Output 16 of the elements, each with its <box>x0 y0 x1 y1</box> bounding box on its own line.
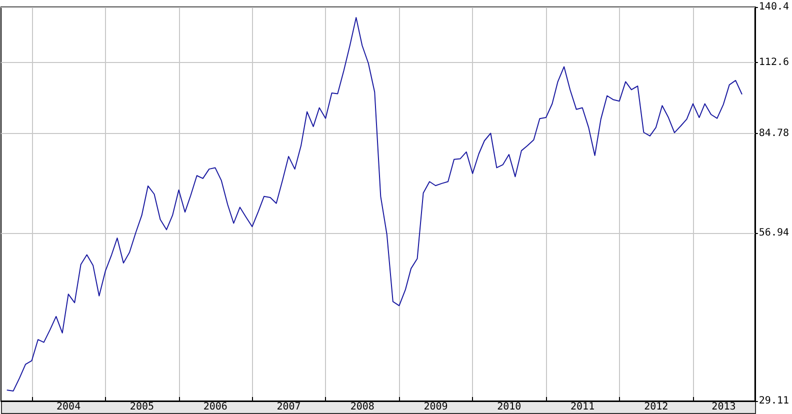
x-tick-label: 2011 <box>570 402 595 412</box>
y-tick-label: 112.6 <box>758 56 790 68</box>
x-tick-label: 2005 <box>130 402 154 412</box>
y-tick-label: 29.11 <box>758 396 790 406</box>
x-tick-label: 2006 <box>203 402 228 412</box>
x-tick-label: 2013 <box>712 402 736 412</box>
x-tick-label: 2007 <box>276 402 301 412</box>
x-tick-label: 2012 <box>644 402 668 412</box>
y-tick-label: 140.4 <box>758 2 790 12</box>
y-tick-label: 84.78 <box>758 128 790 139</box>
x-tick-label: 2010 <box>497 402 522 412</box>
x-tick-label: 2009 <box>424 402 448 412</box>
y-tick-label: 56.94 <box>758 227 790 238</box>
x-tick-label: 2008 <box>350 402 374 412</box>
line-series <box>6 17 742 392</box>
x-tick-label: 2004 <box>56 402 81 412</box>
